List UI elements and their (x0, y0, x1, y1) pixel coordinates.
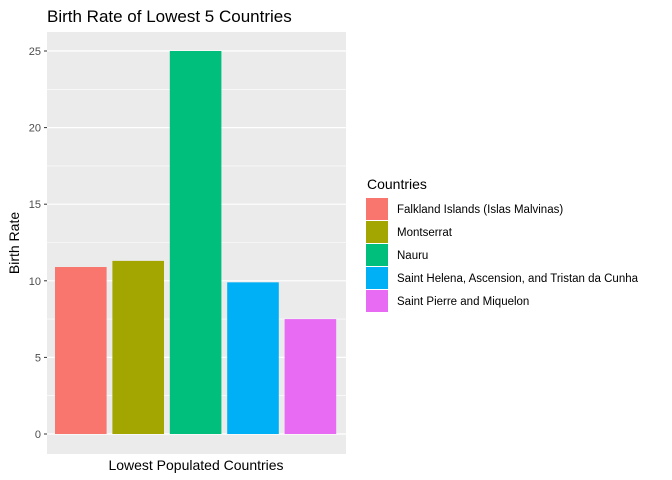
bar-4 (227, 282, 279, 434)
bars (55, 51, 337, 434)
y-tick-label: 25 (29, 46, 41, 58)
legend-label-5: Saint Pierre and Miquelon (397, 296, 529, 308)
y-tick-label: 10 (29, 276, 41, 288)
y-axis-ticks: 0 5 10 15 20 25 (29, 46, 47, 441)
bar-1 (55, 267, 107, 434)
legend-label-3: Nauru (397, 250, 428, 262)
chart-title: Birth Rate of Lowest 5 Countries (47, 7, 292, 26)
legend-key-3 (366, 244, 388, 266)
bar-2 (112, 260, 164, 434)
y-tick-label: 0 (35, 429, 41, 441)
legend-key-4 (366, 267, 388, 289)
legend-label-2: Montserrat (397, 227, 453, 239)
x-axis-title: Lowest Populated Countries (108, 457, 283, 473)
legend: Falkland Islands (Islas Malvinas) Montser… (366, 198, 639, 312)
legend-key-1 (366, 198, 388, 220)
y-axis-title: Birth Rate (6, 212, 22, 274)
y-tick-label: 15 (29, 199, 41, 211)
legend-key-5 (366, 290, 388, 312)
bar-5 (284, 319, 337, 434)
legend-key-2 (366, 221, 388, 243)
bar-3 (169, 51, 222, 434)
legend-title: Countries (367, 176, 427, 192)
legend-label-4: Saint Helena, Ascension, and Tristan da … (397, 273, 639, 285)
legend-label-1: Falkland Islands (Islas Malvinas) (397, 204, 563, 216)
y-tick-label: 5 (35, 352, 41, 364)
y-tick-label: 20 (29, 123, 41, 135)
